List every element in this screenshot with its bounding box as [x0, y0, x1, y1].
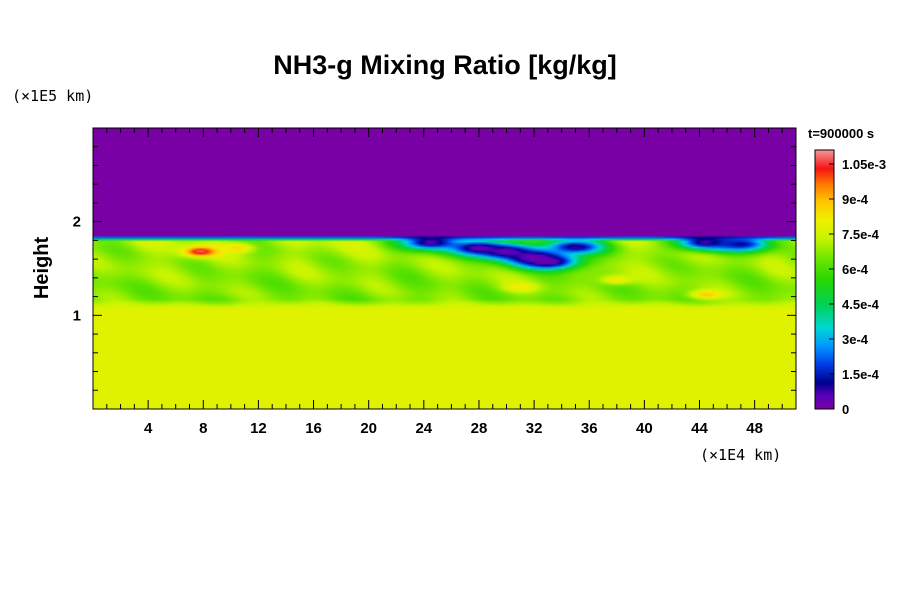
- x-tick-label: 44: [691, 420, 708, 437]
- x-tick-label: 28: [471, 420, 488, 437]
- x-tick-label: 20: [360, 420, 377, 437]
- y-axis: 12: [73, 146, 796, 391]
- colorbar-tick-label: 1.5e-4: [842, 367, 880, 382]
- colorbar-gradient: [815, 150, 834, 409]
- plot-area: [92, 127, 797, 410]
- colorbar-tick-label: 1.05e-3: [842, 157, 886, 172]
- x-tick-label: 8: [199, 420, 207, 437]
- colorbar: 0 1.5e-4 3e-4 4.5e-4 6e-4 7.5e-4 9e-4 1.05e-3: [814, 149, 886, 417]
- plot-frame: [92, 127, 797, 410]
- colorbar-tick-label: 9e-4: [842, 192, 869, 207]
- x-tick-label: 48: [746, 420, 763, 437]
- y-axis-unit: (×1E5 km): [12, 87, 93, 105]
- heatmap-field: [93, 128, 796, 409]
- x-axis: 4 8 12 16 20 24 28 32 36 40 44 48: [106, 128, 783, 437]
- y-tick-label: 1: [73, 307, 81, 324]
- colorbar-tick-label: 7.5e-4: [842, 227, 880, 242]
- colorbar-tick-label: 0: [842, 402, 849, 417]
- colorbar-tick-label: 4.5e-4: [842, 297, 880, 312]
- y-tick-label: 2: [73, 214, 81, 231]
- colorbar-tick-label: 6e-4: [842, 262, 869, 277]
- x-tick-label: 40: [636, 420, 653, 437]
- x-tick-label: 4: [144, 420, 153, 437]
- x-tick-label: 36: [581, 420, 598, 437]
- x-tick-label: 16: [305, 420, 322, 437]
- chart-title: NH3-g Mixing Ratio [kg/kg]: [273, 50, 617, 80]
- y-axis-label: Height: [31, 237, 53, 300]
- x-tick-label: 24: [415, 420, 432, 437]
- colorbar-frame: [814, 149, 835, 410]
- colorbar-tick-label: 3e-4: [842, 332, 869, 347]
- x-axis-unit: (×1E4 km): [700, 446, 781, 464]
- x-tick-label: 32: [526, 420, 543, 437]
- x-tick-label: 12: [250, 420, 267, 437]
- time-label: t=900000 s: [808, 126, 874, 141]
